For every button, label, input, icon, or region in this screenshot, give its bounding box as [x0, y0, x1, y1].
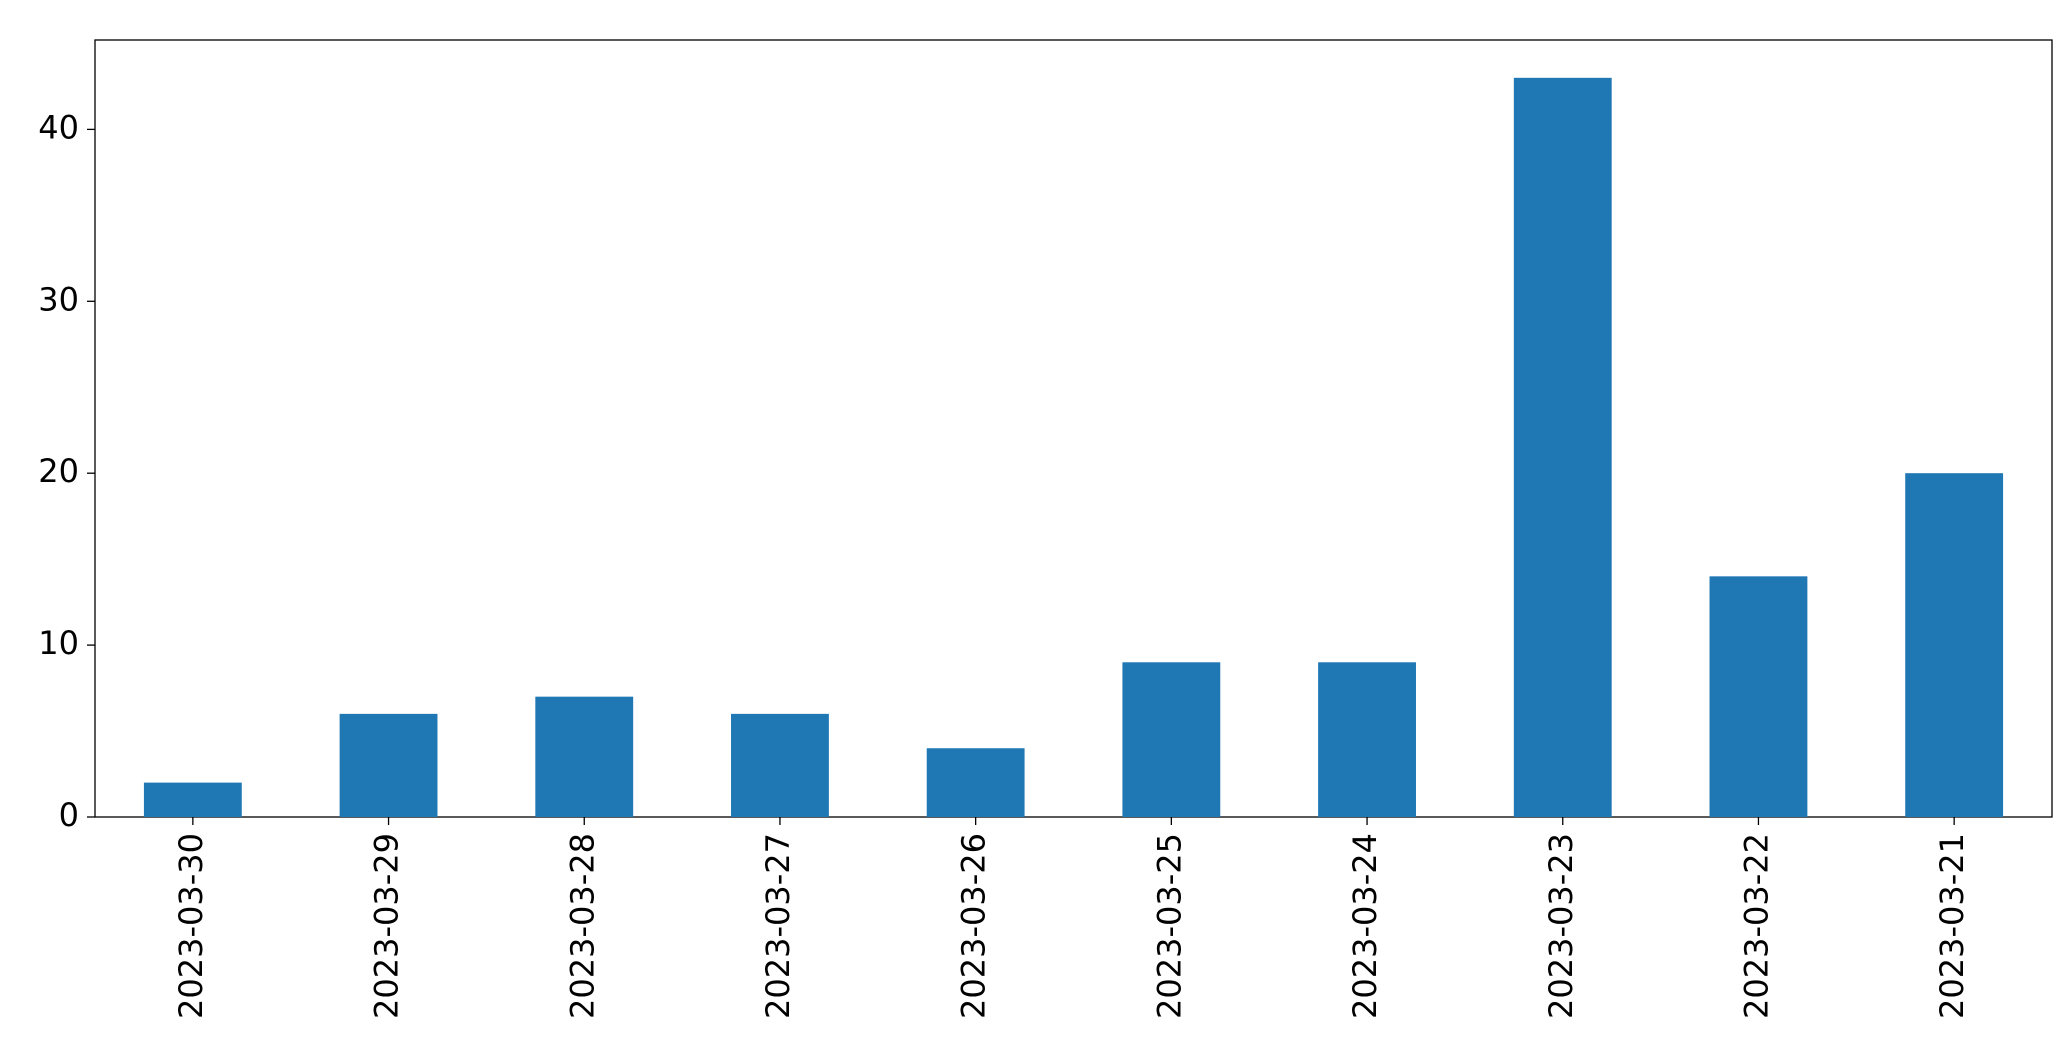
x-tick-label: 2023-03-30 [172, 833, 210, 1019]
x-tick-label: 2023-03-27 [759, 833, 797, 1019]
x-tick-label: 2023-03-29 [368, 833, 406, 1019]
bar [1513, 77, 1612, 817]
y-tick-label: 0 [59, 796, 79, 834]
x-tick-label: 2023-03-25 [1150, 833, 1188, 1019]
y-tick-label: 30 [38, 280, 79, 318]
bar [339, 713, 438, 817]
bar [1122, 662, 1221, 817]
bar [1709, 576, 1808, 817]
plot-frame [94, 39, 2053, 818]
y-tick-label: 40 [38, 108, 79, 146]
bar [926, 748, 1025, 817]
x-tick-label: 2023-03-28 [563, 833, 601, 1019]
bar [143, 782, 242, 817]
x-tick-label: 2023-03-22 [1737, 833, 1775, 1019]
y-tick-label: 10 [38, 624, 79, 662]
y-tick-label: 20 [38, 452, 79, 490]
x-tick-label: 2023-03-24 [1346, 833, 1384, 1019]
bar [731, 713, 829, 817]
x-tick-label: 2023-03-26 [955, 833, 993, 1019]
x-tick-label: 2023-03-23 [1542, 833, 1580, 1019]
bar [1905, 473, 2004, 817]
x-tick-label: 2023-03-21 [1933, 833, 1971, 1019]
bar [535, 696, 634, 817]
bar [1318, 662, 1416, 817]
